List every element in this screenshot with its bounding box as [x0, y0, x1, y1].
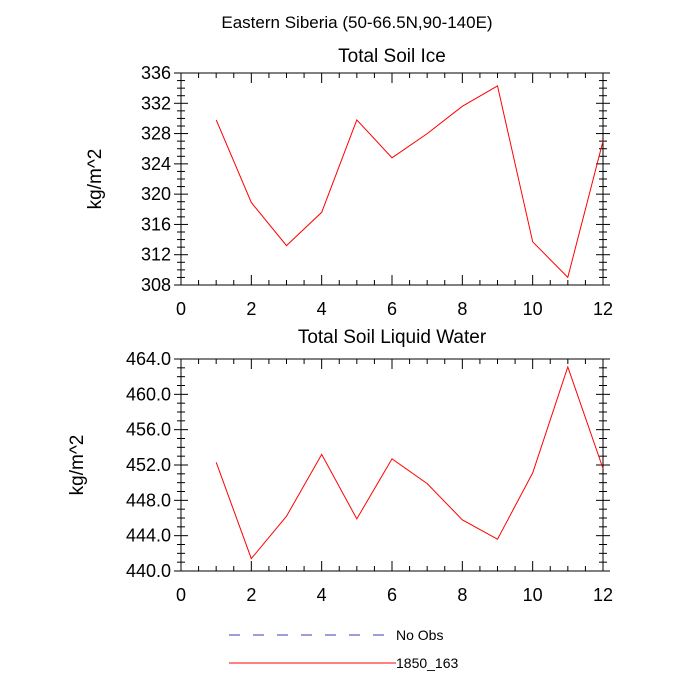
y-tick-label: 316 [141, 214, 171, 234]
x-tick-label: 4 [317, 585, 327, 605]
x-tick-label: 12 [593, 585, 613, 605]
x-tick-label: 10 [523, 299, 543, 319]
legend-label-1850-163: 1850_163 [396, 655, 459, 671]
tick-marks [174, 72, 610, 286]
panel-title: Total Soil Liquid Water [298, 327, 487, 348]
y-tick-label: 440.0 [126, 561, 171, 581]
series-lines [215, 85, 604, 279]
plot-frame [180, 72, 604, 286]
y-tick-label: 312 [141, 245, 171, 265]
y-tick-label: 336 [141, 63, 171, 83]
x-tick-label: 2 [246, 299, 256, 319]
x-tick-label: 0 [176, 299, 186, 319]
x-tick-label: 6 [387, 585, 397, 605]
series-lines [215, 365, 604, 560]
x-tick-label: 8 [457, 299, 467, 319]
y-axis-label: kg/m^2 [67, 435, 88, 496]
panel-total-soil-liquid-water: Total Soil Liquid Water kg/m^2 440.0 444.… [67, 327, 613, 605]
x-tick-label: 2 [246, 585, 256, 605]
y-tick-label: 324 [141, 154, 171, 174]
x-tick-labels: 0 2 4 6 8 10 12 [176, 585, 613, 605]
series-line-1850-163 [215, 85, 604, 279]
y-tick-label: 332 [141, 93, 171, 113]
panel-total-soil-ice: Total Soil Ice kg/m^2 308 312 316 320 324 328… [85, 46, 613, 319]
legend-label-no-obs: No Obs [396, 627, 443, 643]
y-tick-label: 444.0 [126, 526, 171, 546]
y-tick-label: 460.0 [126, 384, 171, 404]
legend: No Obs 1850_163 [229, 627, 459, 671]
y-tick-label: 328 [141, 124, 171, 144]
tick-marks [174, 358, 610, 572]
panel-title: Total Soil Ice [338, 46, 446, 67]
x-tick-label: 0 [176, 585, 186, 605]
y-tick-label: 456.0 [126, 420, 171, 440]
y-tick-label: 320 [141, 184, 171, 204]
y-tick-label: 464.0 [126, 349, 171, 369]
x-tick-labels: 0 2 4 6 8 10 12 [176, 299, 613, 319]
y-tick-labels: 308 312 316 320 324 328 332 336 [141, 63, 171, 295]
y-axis-label: kg/m^2 [85, 149, 106, 210]
y-tick-labels: 440.0 444.0 448.0 452.0 456.0 460.0 464.0 [126, 349, 171, 581]
figure-title: Eastern Siberia (50-66.5N,90-140E) [221, 13, 492, 32]
x-tick-label: 6 [387, 299, 397, 319]
y-tick-label: 452.0 [126, 455, 171, 475]
series-line-1850-163 [215, 365, 604, 560]
x-tick-label: 10 [523, 585, 543, 605]
x-tick-label: 8 [457, 585, 467, 605]
y-tick-label: 308 [141, 275, 171, 295]
x-tick-label: 12 [593, 299, 613, 319]
x-tick-label: 4 [317, 299, 327, 319]
y-tick-label: 448.0 [126, 490, 171, 510]
